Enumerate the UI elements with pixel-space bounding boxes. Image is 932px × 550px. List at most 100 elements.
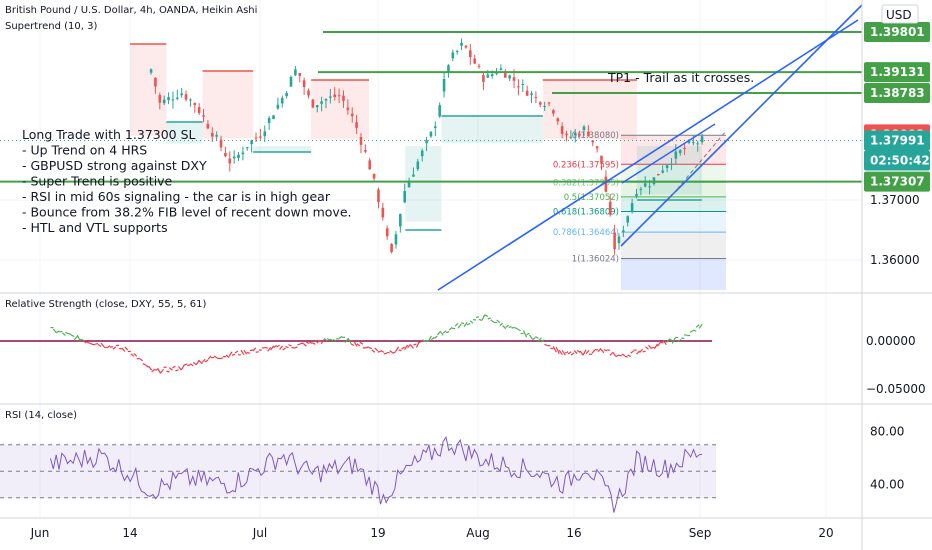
candle-body <box>215 135 218 137</box>
candle-body <box>460 43 463 46</box>
rs-line-segment <box>681 338 684 339</box>
candle-body <box>281 98 284 104</box>
candle-body <box>355 122 358 128</box>
price-tag-label: 1.39801 <box>870 25 925 39</box>
candle-body <box>452 52 455 58</box>
rs-line-segment <box>250 350 253 351</box>
candle-body <box>377 190 380 203</box>
candle-body <box>657 174 660 175</box>
candle-body <box>438 105 441 116</box>
rs-line-segment <box>95 344 98 345</box>
candle-body <box>513 77 516 81</box>
candle-body <box>508 75 511 78</box>
time-tick-label: Jul <box>252 526 267 540</box>
fib-level-label: 0.236(1.37595) <box>553 160 619 170</box>
rs-line-segment <box>167 371 170 372</box>
candle-body <box>548 103 551 104</box>
time-tick-label: Jun <box>30 526 50 540</box>
candle-body <box>622 230 625 232</box>
trade-note-line: - RSI in mid 60s signaling - the car is … <box>22 189 331 204</box>
fib-zone <box>621 197 726 212</box>
candle-body <box>526 91 529 96</box>
price-tick-label: 1.37000 <box>870 193 920 207</box>
candle-body <box>320 101 323 103</box>
candle-body <box>285 93 288 96</box>
candle-body <box>193 103 196 105</box>
candle-body <box>425 140 428 143</box>
candle-body <box>626 216 629 223</box>
candle-body <box>237 155 240 158</box>
candle-body <box>618 236 621 243</box>
candle-body <box>185 94 188 99</box>
candle-body <box>242 153 245 155</box>
candle-body <box>159 95 162 103</box>
supertrend-fill <box>130 44 166 136</box>
candle-body <box>167 97 170 100</box>
candle-body <box>298 73 301 76</box>
currency-selector[interactable]: USD <box>882 5 918 23</box>
countdown-label: 02:50:42 <box>870 154 930 168</box>
candle-body <box>648 186 651 187</box>
candle-body <box>521 84 524 85</box>
candle-body <box>198 107 201 113</box>
candle-body <box>272 116 275 119</box>
candle-body <box>268 118 271 123</box>
rsi-panel-title: RSI (14, close) <box>5 410 77 421</box>
time-tick-label: 16 <box>566 526 581 540</box>
candle-body <box>246 147 249 148</box>
candle-body <box>403 191 406 202</box>
candle-body <box>701 136 704 142</box>
candle-body <box>382 208 385 218</box>
candle-body <box>338 95 341 96</box>
fib-zone <box>621 211 726 232</box>
candle-body <box>644 183 647 186</box>
candle-body <box>570 137 573 138</box>
rs-line-segment <box>643 351 646 352</box>
rs-line-segment <box>92 344 95 345</box>
rs-line-segment <box>384 353 387 354</box>
rs-line-segment <box>59 331 62 332</box>
tp1-annotation: TP1 - Trail as it crosses. <box>607 70 754 85</box>
rs-panel-title: Relative Strength (close, DXY, 55, 5, 61… <box>5 299 207 310</box>
time-tick-label: Aug <box>466 526 489 540</box>
candle-body <box>224 153 227 156</box>
rs-line-segment <box>512 327 515 328</box>
symbol-title: British Pound / U.S. Dollar, 4h, OANDA, … <box>5 5 257 16</box>
price-tag-label: 1.37307 <box>870 175 925 189</box>
candle-body <box>675 151 678 158</box>
rs-line-segment <box>232 354 235 355</box>
candle-body <box>504 73 507 78</box>
trade-note-line: Long Trade with 1.37300 SL <box>22 127 196 142</box>
candle-body <box>661 171 664 173</box>
candle-body <box>180 94 183 96</box>
rs-line-segment <box>625 356 628 357</box>
time-tick-label: 20 <box>818 526 833 540</box>
rs-line-segment <box>452 328 455 329</box>
time-tick-label: 19 <box>370 526 385 540</box>
candle-body <box>189 100 192 101</box>
candle-body <box>390 244 393 252</box>
candle-body <box>486 75 489 78</box>
candle-body <box>399 214 402 226</box>
candle-body <box>307 91 310 96</box>
candle-body <box>277 105 280 109</box>
trade-note-line: - Super Trend is positive <box>22 174 173 189</box>
candle-body <box>640 189 643 190</box>
candle-body <box>312 100 315 108</box>
candle-body <box>539 102 542 104</box>
candle-body <box>325 99 328 100</box>
price-tick-label: 1.36000 <box>870 253 920 267</box>
candle-body <box>421 151 424 157</box>
rs-line-segment <box>476 317 479 318</box>
candle-body <box>443 79 446 91</box>
candle-body <box>154 78 157 87</box>
time-tick-label: 14 <box>122 526 137 540</box>
candle-body <box>692 142 695 143</box>
candle-body <box>500 68 503 69</box>
rs-tick-label: 0.00000 <box>866 334 916 348</box>
candle-body <box>578 134 581 135</box>
rs-line-segment <box>220 358 223 359</box>
candle-body <box>150 69 153 72</box>
price-tag-label: 1.38783 <box>870 86 925 100</box>
rs-line-segment <box>378 351 381 352</box>
